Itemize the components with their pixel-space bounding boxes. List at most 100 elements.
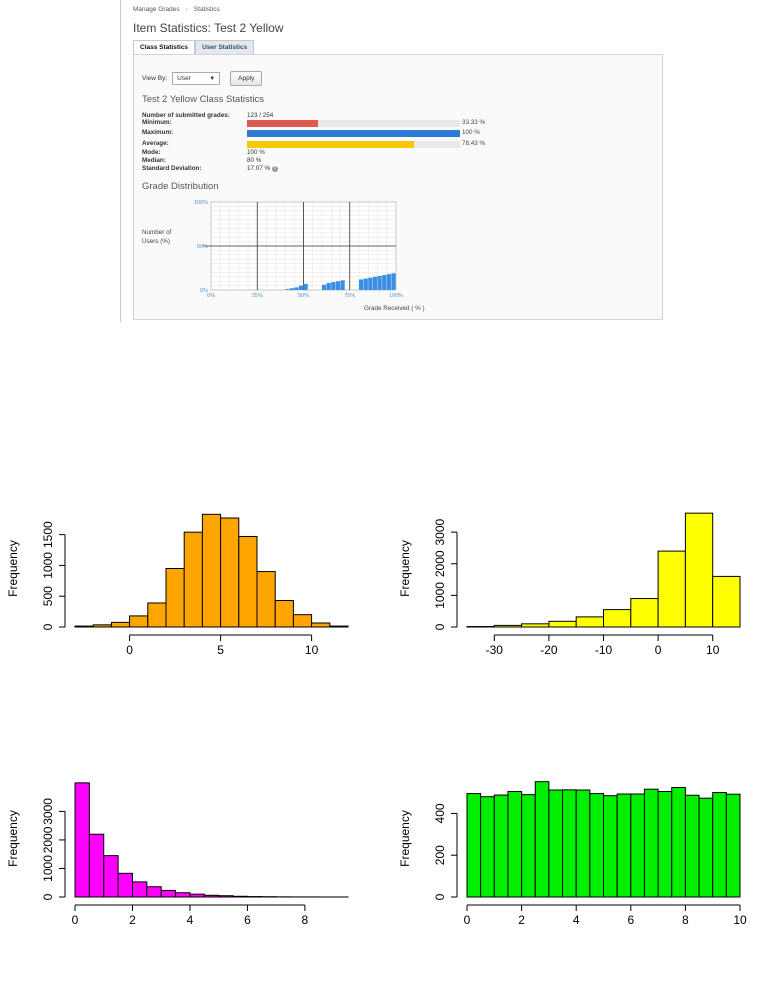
breadcrumb-statistics: Statistics [193, 6, 220, 13]
histogram-bar [74, 625, 94, 628]
histogram-bar [110, 621, 131, 628]
x-tick-label: 0 [126, 643, 133, 657]
histogram-bar [589, 793, 605, 898]
histogram-bar [684, 794, 700, 898]
histogram-bar [183, 531, 203, 628]
statistics-panel: View By: User ▼ Apply Test 2 Yellow Clas… [133, 54, 663, 320]
apply-button[interactable]: Apply [230, 71, 263, 86]
x-tick-label: 6 [244, 913, 251, 927]
y-tick-label: 0% [200, 288, 208, 294]
bar [331, 282, 336, 290]
sd-label: Standard Deviation: [142, 165, 202, 172]
histogram-bar [131, 881, 148, 898]
help-icon[interactable]: ? [271, 166, 278, 172]
y-tick-label: 3000 [41, 798, 55, 825]
grade-distribution-heading: Grade Distribution [142, 181, 219, 192]
bar [285, 289, 290, 290]
x-tick-label: 100% [389, 293, 403, 299]
caret-down-icon: ▼ [209, 75, 216, 82]
y-tick-label: 0 [433, 623, 447, 630]
x-tick-label: -20 [540, 643, 558, 657]
x-tick-label: 0% [207, 293, 215, 299]
bar [326, 282, 331, 290]
bar [294, 287, 299, 290]
lms-panel: Manage Grades › Statistics Item Statistics… [120, 0, 663, 322]
histogram-bar [292, 614, 313, 628]
bar [322, 284, 327, 290]
bar [340, 280, 345, 290]
histogram-bar [218, 895, 234, 898]
submitted-value: 123 / 254 [247, 112, 274, 119]
histogram-bar [575, 616, 604, 628]
y-tick-label: 1000 [41, 855, 55, 882]
median-label: Median: [142, 157, 166, 164]
histogram-bar [203, 894, 220, 898]
histogram-bar [534, 781, 550, 898]
x-tick-label: 0 [655, 643, 662, 657]
y-axis-label: Frequency [6, 810, 20, 867]
submitted-label: Number of submitted grades: [142, 112, 230, 119]
y-tick-label: 2000 [41, 826, 55, 853]
histogram-bar [92, 624, 112, 628]
histogram-bar [671, 787, 686, 898]
x-tick-label: 2 [129, 913, 136, 927]
histogram-bar [160, 889, 177, 898]
y-tick-label: 0 [41, 623, 55, 630]
distribution-x-label: Grade Received ( % ) [364, 305, 425, 312]
bar [386, 274, 391, 290]
x-tick-label: -10 [595, 643, 613, 657]
histogram-green: 0 2 4 6 8 10 0 200 400 Frequency [398, 781, 747, 927]
histogram-bar [201, 513, 222, 628]
bar [368, 277, 373, 290]
minimum-bar [247, 120, 318, 127]
y-tick-label: 1000 [433, 582, 447, 609]
tab-class-statistics[interactable]: Class Statistics [133, 40, 196, 55]
histogram-bar [147, 602, 167, 628]
x-tick-label: 2 [518, 913, 525, 927]
y-axis-label: Frequency [398, 810, 412, 867]
histogram-bar [575, 789, 591, 898]
histogram-bar [643, 788, 659, 898]
bar [377, 275, 382, 290]
view-by-row: View By: User ▼ Apply [142, 71, 263, 86]
mode-label: Mode: [142, 149, 161, 156]
class-stats-heading: Test 2 Yellow Class Statistics [142, 94, 264, 105]
histogram-bar [616, 793, 632, 898]
minimum-pct: 33.33 % [462, 119, 486, 126]
minimum-label: Minimum: [142, 119, 172, 126]
x-tick-label: 5 [217, 643, 224, 657]
histogram-bar [117, 872, 133, 898]
bar [289, 288, 294, 290]
y-tick-label: 0 [433, 893, 447, 900]
breadcrumb-manage-grades[interactable]: Manage Grades [133, 6, 180, 13]
histogram-bar [165, 568, 185, 628]
view-by-select[interactable]: User ▼ [172, 72, 221, 85]
y-axis-label: Frequency [6, 540, 20, 597]
y-tick-label: 0 [41, 893, 55, 900]
median-value: 80 % [247, 157, 262, 164]
histogram-bar [603, 609, 632, 628]
histogram-bar [175, 892, 191, 898]
x-tick-label: 10 [305, 643, 319, 657]
x-tick-label: 4 [187, 913, 194, 927]
maximum-label: Maximum: [142, 129, 174, 136]
histogram-bar [657, 550, 686, 628]
histogram-bar [329, 625, 349, 628]
x-tick-label: 4 [573, 913, 580, 927]
x-tick-label: 8 [682, 913, 689, 927]
histogram-bar [480, 796, 495, 898]
y-tick-label: 1000 [41, 552, 55, 579]
minimum-bar-track [247, 120, 460, 127]
tab-user-statistics[interactable]: User Statistics [195, 40, 255, 54]
view-by-label: View By: [142, 75, 168, 82]
histogram-bar [725, 793, 741, 898]
average-bar-track [247, 141, 460, 148]
x-tick-label: 8 [302, 913, 309, 927]
bar [298, 285, 304, 290]
x-tick-label: 10 [733, 913, 747, 927]
x-tick-label: 10 [706, 643, 720, 657]
histogram-bar [548, 620, 577, 628]
histogram-bar [712, 792, 727, 898]
bar [391, 273, 396, 290]
